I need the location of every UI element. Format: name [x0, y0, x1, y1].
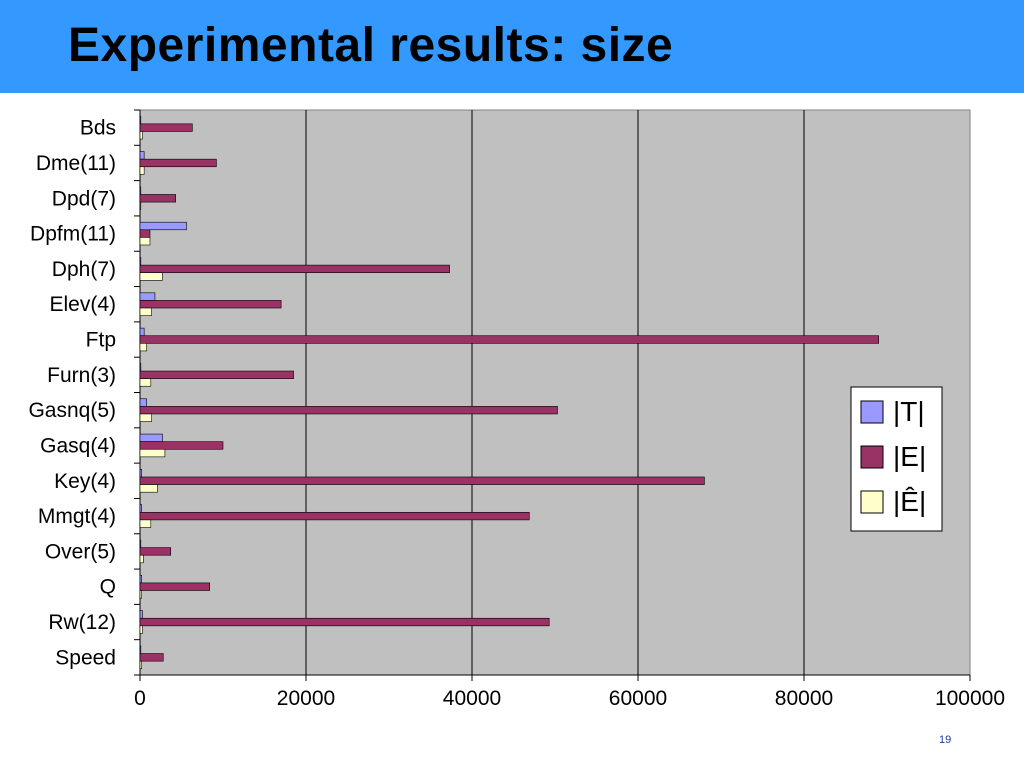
category-label-0: Bds [80, 117, 116, 140]
x-tick-label-0: 0 [134, 687, 146, 710]
bar-11-series-0 [139, 504, 142, 513]
bar-5-series-1 [139, 300, 282, 309]
category-label-13: Q [100, 576, 116, 599]
bar-15-series-2 [139, 660, 142, 670]
bar-13-series-0 [139, 575, 142, 584]
legend-swatch-1 [860, 445, 884, 469]
bar-6-series-0 [139, 327, 145, 337]
legend-label-1: |E| [893, 441, 926, 472]
bar-9-series-0 [139, 433, 163, 442]
legend: |T| |E| |Ê| [850, 386, 943, 532]
x-tick-label-40000: 40000 [443, 687, 501, 710]
bar-6-series-1 [139, 335, 880, 344]
bar-6-series-2 [139, 343, 147, 352]
bar-9-series-2 [139, 448, 166, 458]
category-label-9: Gasq(4) [40, 434, 116, 457]
page-number: 19 [939, 734, 952, 746]
category-label-8: Gasnq(5) [28, 399, 116, 422]
category-label-4: Dph(7) [52, 258, 116, 281]
bar-2-series-2 [139, 201, 142, 210]
bar-8-series-2 [139, 413, 152, 422]
bar-9-series-1 [139, 441, 224, 450]
category-label-1: Dme(11) [36, 152, 116, 175]
category-label-14: Rw(12) [48, 611, 116, 634]
plot-background [139, 109, 971, 676]
bar-1-series-1 [139, 158, 217, 168]
bar-7-series-1 [139, 370, 294, 379]
bar-13-series-2 [139, 590, 142, 599]
bar-12-series-2 [139, 554, 144, 564]
bar-12-series-0 [139, 539, 142, 548]
category-label-7: Furn(3) [47, 364, 116, 387]
x-tick-label-80000: 80000 [775, 687, 833, 710]
plot-area: 0 20000 40000 60000 80000 100000 Bds Dme(11) Dpd… [28, 109, 1005, 710]
bar-13-series-1 [139, 582, 211, 591]
bar-14-series-1 [139, 617, 550, 627]
bar-12-series-1 [139, 547, 172, 556]
bar-0-series-2 [139, 131, 143, 140]
bar-3-series-0 [139, 221, 187, 231]
category-label-5: Elev(4) [49, 293, 116, 316]
category-label-6: Ftp [86, 329, 116, 352]
bar-1-series-0 [139, 151, 145, 160]
bar-10-series-2 [139, 484, 158, 493]
bar-0-series-0 [139, 115, 142, 125]
x-tick-label-100000: 100000 [935, 687, 1005, 710]
bar-10-series-0 [139, 469, 142, 478]
title-bar [0, 0, 1024, 93]
bar-15-series-1 [139, 653, 164, 662]
category-label-15: Speed [55, 646, 116, 669]
bar-5-series-2 [139, 307, 152, 316]
legend-swatch-2 [860, 490, 884, 514]
bar-8-series-0 [139, 398, 147, 407]
bar-4-series-0 [139, 257, 142, 266]
bar-7-series-2 [139, 378, 152, 387]
bar-14-series-0 [139, 610, 143, 619]
bar-14-series-2 [139, 625, 143, 634]
bar-11-series-2 [139, 519, 152, 528]
bar-2-series-1 [139, 194, 176, 203]
legend-swatch-0 [860, 400, 884, 424]
bar-4-series-1 [139, 264, 450, 274]
bar-4-series-2 [139, 272, 163, 281]
legend-label-0: |T| [893, 396, 925, 427]
x-tick-label-20000: 20000 [277, 687, 335, 710]
category-label-12: Over(5) [45, 540, 116, 563]
slide-title: Experimental results: size [68, 19, 674, 72]
x-tick-label-60000: 60000 [609, 687, 667, 710]
bar-1-series-2 [139, 166, 145, 175]
bar-15-series-0 [139, 645, 142, 654]
bar-chart: 0 20000 40000 60000 80000 100000 Bds Dme(11) Dpd… [28, 109, 1005, 710]
legend-label-2: |Ê| [893, 486, 926, 517]
bar-8-series-1 [139, 406, 558, 415]
bar-0-series-1 [139, 123, 193, 132]
bar-3-series-1 [139, 229, 151, 238]
bar-2-series-0 [139, 186, 142, 195]
bar-7-series-0 [139, 363, 142, 372]
bar-3-series-2 [139, 237, 151, 246]
category-label-10: Key(4) [54, 470, 116, 493]
bar-5-series-0 [139, 292, 156, 301]
category-label-11: Mmgt(4) [38, 505, 116, 528]
bar-10-series-1 [139, 476, 705, 485]
category-label-2: Dpd(7) [52, 187, 116, 210]
category-label-3: Dpfm(11) [30, 223, 116, 246]
bar-11-series-1 [139, 511, 530, 521]
